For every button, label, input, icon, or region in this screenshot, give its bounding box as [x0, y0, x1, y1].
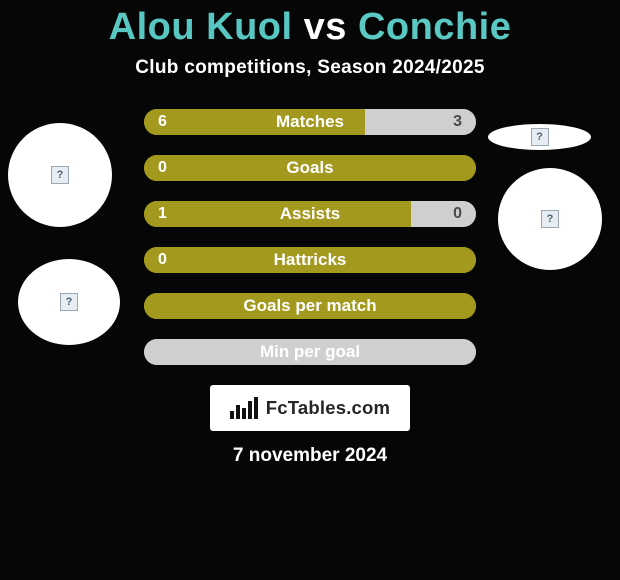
stat-row: 0Goals — [144, 155, 476, 181]
stat-row: Goals per match — [144, 293, 476, 319]
stat-value-right: 3 — [453, 113, 462, 131]
stat-row: 1Assists0 — [144, 201, 476, 227]
stat-label: Assists — [144, 204, 476, 224]
title-player-right: Conchie — [358, 6, 511, 48]
stat-label: Hattricks — [144, 250, 476, 270]
placeholder-image-icon — [531, 128, 549, 146]
stats-list: 6Matches30Goals1Assists00HattricksGoals … — [144, 109, 476, 365]
stat-label: Goals per match — [144, 296, 476, 316]
stat-row: 0Hattricks — [144, 247, 476, 273]
subtitle: Club competitions, Season 2024/2025 — [0, 57, 620, 79]
stat-value-right: 0 — [453, 205, 462, 223]
page-title: Alou Kuol vs Conchie — [0, 0, 620, 49]
player-right-avatar — [488, 124, 591, 150]
placeholder-image-icon — [541, 210, 559, 228]
brand-badge: FcTables.com — [210, 385, 410, 431]
stat-label: Goals — [144, 158, 476, 178]
stat-row: 6Matches3 — [144, 109, 476, 135]
stat-label: Matches — [144, 112, 476, 132]
placeholder-image-icon — [51, 166, 69, 184]
brand-bars-icon — [230, 397, 260, 419]
team-right-badge — [498, 168, 602, 270]
placeholder-image-icon — [60, 293, 78, 311]
title-player-left: Alou Kuol — [109, 6, 293, 48]
comparison-card: Alou Kuol vs Conchie Club competitions, … — [0, 0, 620, 580]
stat-row: Min per goal — [144, 339, 476, 365]
brand-text: FcTables.com — [266, 397, 390, 419]
stat-label: Min per goal — [144, 342, 476, 362]
title-vs: vs — [293, 6, 358, 48]
player-left-avatar — [8, 123, 112, 227]
date-text: 7 november 2024 — [0, 445, 620, 467]
team-left-badge — [18, 259, 120, 345]
